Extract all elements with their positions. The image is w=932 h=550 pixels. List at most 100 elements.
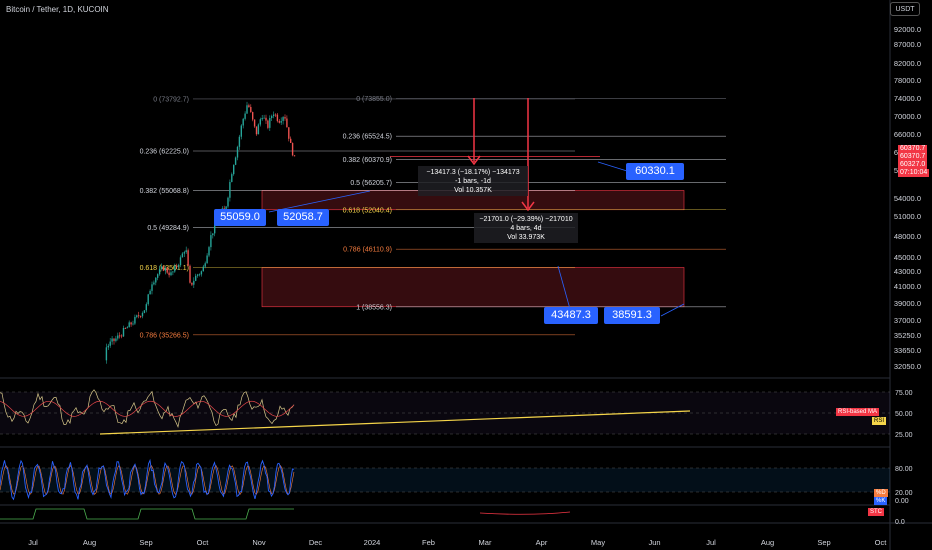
price-tick-label: 74000.0 [894,94,921,103]
candle-body [157,274,159,278]
candle-body [119,335,121,337]
stc-tag: STC [868,508,884,516]
candle-body [107,345,109,348]
candle-body [223,208,225,210]
candle-body [250,106,252,113]
candle-body [248,105,250,107]
stoch-tick-label: 80.00 [895,466,913,473]
candle-body [181,253,184,258]
rsi-tag: RSI [872,417,887,425]
measure-line-1: −21701.0 (−29.39%) −217010 [479,216,573,223]
candle-body [191,282,193,285]
time-tick-label: Jun [648,538,660,547]
candle-body [124,328,127,329]
candle-body [158,269,161,275]
measure-line-3: Vol 10.357K [454,187,492,194]
candle-body [234,157,237,165]
candle-body [105,347,108,361]
stoch-d-line [0,465,295,495]
measure-label: −13417.3 (−18.17%) −134173 -1 bars, -1d Vo… [418,168,528,195]
candle-body [126,327,128,329]
fib-left-label: 0.236 (62225.0) [140,148,189,155]
candle-body [168,272,170,276]
price-callout[interactable]: 38591.3 [604,307,660,324]
measure-arrow-head [521,201,535,212]
candle-body [269,117,271,128]
candle-body [200,271,203,275]
price-callout[interactable]: 52058.7 [277,209,329,226]
price-callout[interactable]: 55059.0 [214,209,266,226]
candle-body [278,121,280,123]
candle-body [206,255,208,264]
time-tick-label: Oct [875,538,888,547]
candle-body [231,174,233,182]
chart-title: Bitcoin / Tether, 1D, KUCOIN [6,5,109,14]
candle-body [198,274,201,276]
price-tick-label: 48000.0 [894,232,921,241]
candle-body [132,323,134,325]
stoch-tick-label: 20.00 [895,490,913,497]
candle-body [120,335,123,337]
candle-body [176,265,178,267]
last-price-tag: 60370.7 [898,145,928,153]
rsi-trendline [99,410,691,435]
candle-body [170,272,172,276]
candle-body [195,275,197,281]
candle-body [246,105,248,114]
measure-box [418,166,528,196]
candle-body [136,315,138,317]
measure-line-1: −13417.3 (−18.17%) −134173 [426,169,520,176]
fib-right-label: 0.786 (46110.9) [343,247,392,254]
price-tick-label: 51000.0 [894,212,921,221]
candle-body [274,114,277,116]
price-tick-label: 78000.0 [894,76,921,85]
time-tick-label: Feb [422,538,435,547]
measure-label: −21701.0 (−29.39%) −217010 4 bars, 4d Vol … [474,215,578,242]
candle-body [183,252,185,254]
candle-body [185,250,187,253]
candle-body [130,322,132,325]
candle-body [240,125,242,137]
candle-body [113,338,115,341]
rsi-tick-label: 50.00 [895,411,913,418]
candle-body [196,274,199,276]
measure-line-2: 4 bars, 4d [510,225,542,232]
candle-body [242,118,244,126]
stc-line [0,508,294,520]
candle-body [261,118,263,120]
price-callout[interactable]: 43487.3 [544,307,598,324]
currency-selector[interactable]: USDT [890,2,920,16]
fib-right-label: 0.618 (52040.4) [343,207,392,214]
candle-body [160,266,163,270]
time-tick-label: Sep [817,538,830,547]
candle-body [151,284,153,291]
price-callout[interactable]: 60330.1 [626,163,684,180]
time-tick-label: Dec [309,538,323,547]
candle-body [193,280,195,285]
candle-body [153,282,155,285]
candle-body [162,266,165,271]
candle-body [202,266,204,272]
candle-body [271,116,273,118]
price-tick-label: 82000.0 [894,59,921,68]
price-tick-label: 45000.0 [894,253,921,262]
candle-body [134,316,136,324]
rsi-line [0,389,295,428]
price-tick-label: 37000.0 [894,316,921,325]
time-tick-label: Jul [28,538,38,547]
stc-tick-label: 0.0 [895,519,905,526]
price-tick-label: 92000.0 [894,25,921,34]
candle-body [255,126,258,135]
fib-right-label: 0.5 (56205.7) [350,180,392,187]
last-price-tag: 60370.7 [898,153,928,161]
candle-body [174,265,176,272]
rsi-ma-tag: RSI-based MA [836,408,880,416]
callout-line [268,190,371,213]
candle-body [288,127,290,139]
stoch-band [0,468,890,492]
candle-body [225,206,227,210]
candle-body [138,315,140,317]
rsi-tick-label: 75.00 [895,390,913,397]
